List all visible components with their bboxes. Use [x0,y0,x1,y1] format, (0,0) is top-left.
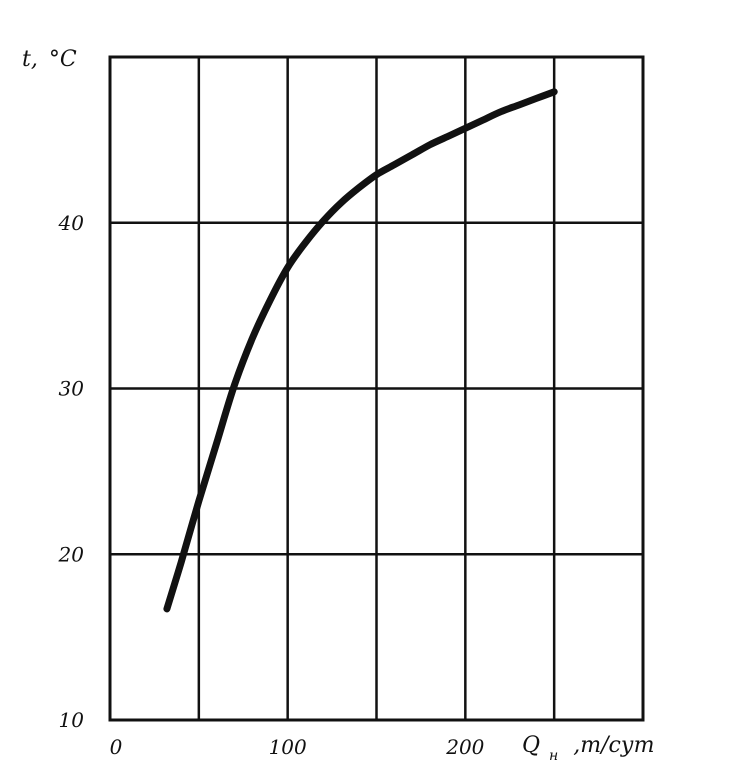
x-tick-label: 0 [110,735,123,759]
x-axis-label-main: Q [522,733,540,758]
y-axis-ticks: 10 20 30 40 [58,211,85,732]
y-tick-label: 40 [58,211,85,235]
grid [108,55,645,722]
y-tick-label: 30 [59,377,85,401]
x-axis-label-unit: ,т/сут [573,733,654,758]
series-line [163,88,558,613]
y-axis-label: t, °C [22,47,77,72]
x-axis-label-sub: н [549,748,558,764]
x-tick-label: 200 [445,735,484,759]
y-axis-label-main: t, [22,47,38,72]
series-layer [163,88,558,613]
y-axis-label-unit: °C [49,47,77,72]
plot-frame [108,55,645,722]
x-tick-label: 100 [269,735,307,759]
y-tick-label: 10 [59,708,85,732]
x-axis-label: Q н ,т/сут [522,733,655,766]
x-axis-ticks: 0 100 200 [110,735,485,759]
y-tick-label: 20 [58,542,85,566]
